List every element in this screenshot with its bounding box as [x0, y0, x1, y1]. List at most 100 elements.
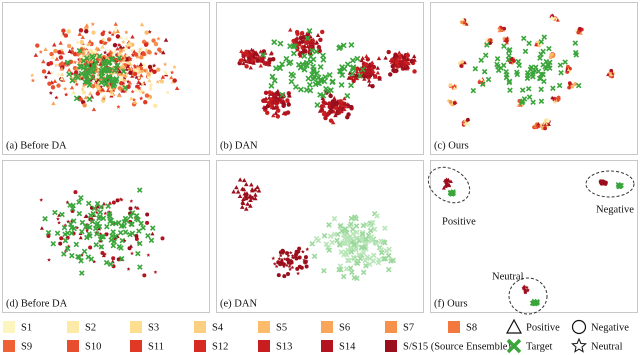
marker [112, 49, 118, 54]
marker [110, 83, 117, 89]
marker [359, 235, 365, 241]
marker [271, 77, 278, 84]
marker [79, 270, 85, 276]
marker [342, 107, 347, 112]
marker [126, 45, 131, 50]
marker [301, 53, 308, 60]
marker [258, 63, 263, 68]
marker [78, 28, 84, 33]
marker [64, 59, 71, 66]
marker [531, 298, 537, 304]
marker [275, 114, 281, 119]
marker [239, 204, 245, 209]
marker [59, 72, 65, 77]
marker [270, 100, 275, 105]
marker [80, 64, 87, 71]
marker [359, 58, 364, 63]
marker [78, 235, 83, 240]
marker [279, 91, 286, 98]
marker [82, 72, 89, 79]
marker [543, 122, 548, 127]
marker [74, 82, 79, 87]
marker [58, 55, 64, 60]
marker [66, 67, 72, 72]
marker [547, 122, 551, 126]
marker [512, 59, 516, 63]
marker [118, 44, 124, 49]
marker [303, 255, 308, 260]
marker [85, 42, 91, 47]
marker [145, 212, 150, 217]
marker [64, 245, 71, 252]
marker [88, 256, 95, 262]
marker [103, 40, 108, 45]
marker [130, 89, 135, 94]
marker [80, 87, 85, 92]
legend-label: S2 [85, 322, 96, 333]
marker [573, 82, 578, 86]
marker [137, 70, 142, 75]
marker [94, 210, 99, 215]
marker [304, 264, 309, 269]
marker [375, 70, 381, 75]
marker [297, 249, 301, 254]
marker [142, 68, 147, 73]
legend-label: Negative [591, 322, 629, 333]
marker [63, 33, 69, 38]
marker [103, 211, 108, 215]
marker [146, 71, 151, 76]
marker [71, 90, 76, 95]
marker [125, 63, 131, 68]
marker [66, 71, 73, 78]
marker [246, 52, 251, 57]
legend-swatch [321, 340, 333, 352]
marker [533, 124, 538, 129]
marker [514, 71, 521, 78]
marker [462, 20, 467, 24]
marker [79, 228, 85, 235]
marker [102, 58, 109, 65]
marker [86, 67, 93, 74]
marker [103, 50, 108, 55]
marker [101, 37, 106, 42]
marker [552, 96, 557, 101]
marker [69, 252, 75, 259]
marker [272, 93, 277, 98]
marker [616, 183, 622, 190]
marker [135, 84, 140, 89]
marker [170, 79, 175, 84]
marker [378, 238, 384, 244]
marker [503, 74, 510, 81]
marker [241, 178, 247, 183]
marker [344, 92, 351, 99]
marker [100, 250, 105, 255]
marker [336, 68, 343, 75]
marker [362, 257, 368, 264]
marker [110, 91, 115, 96]
marker [279, 61, 286, 68]
marker [143, 99, 148, 105]
marker [460, 20, 464, 25]
marker [368, 69, 373, 74]
marker [248, 51, 253, 56]
marker [146, 253, 151, 257]
marker [81, 90, 87, 95]
marker [265, 110, 270, 116]
marker [288, 78, 295, 85]
marker [297, 246, 302, 251]
marker [360, 222, 367, 229]
marker [93, 241, 99, 248]
marker [117, 69, 122, 74]
marker [119, 87, 124, 92]
marker [108, 217, 115, 223]
marker [91, 30, 96, 35]
marker [72, 51, 78, 57]
marker [320, 29, 325, 35]
marker [317, 63, 324, 70]
marker [406, 61, 411, 66]
marker [402, 59, 407, 63]
marker [287, 93, 292, 98]
marker [119, 65, 124, 70]
marker [119, 47, 124, 52]
marker [339, 228, 345, 234]
